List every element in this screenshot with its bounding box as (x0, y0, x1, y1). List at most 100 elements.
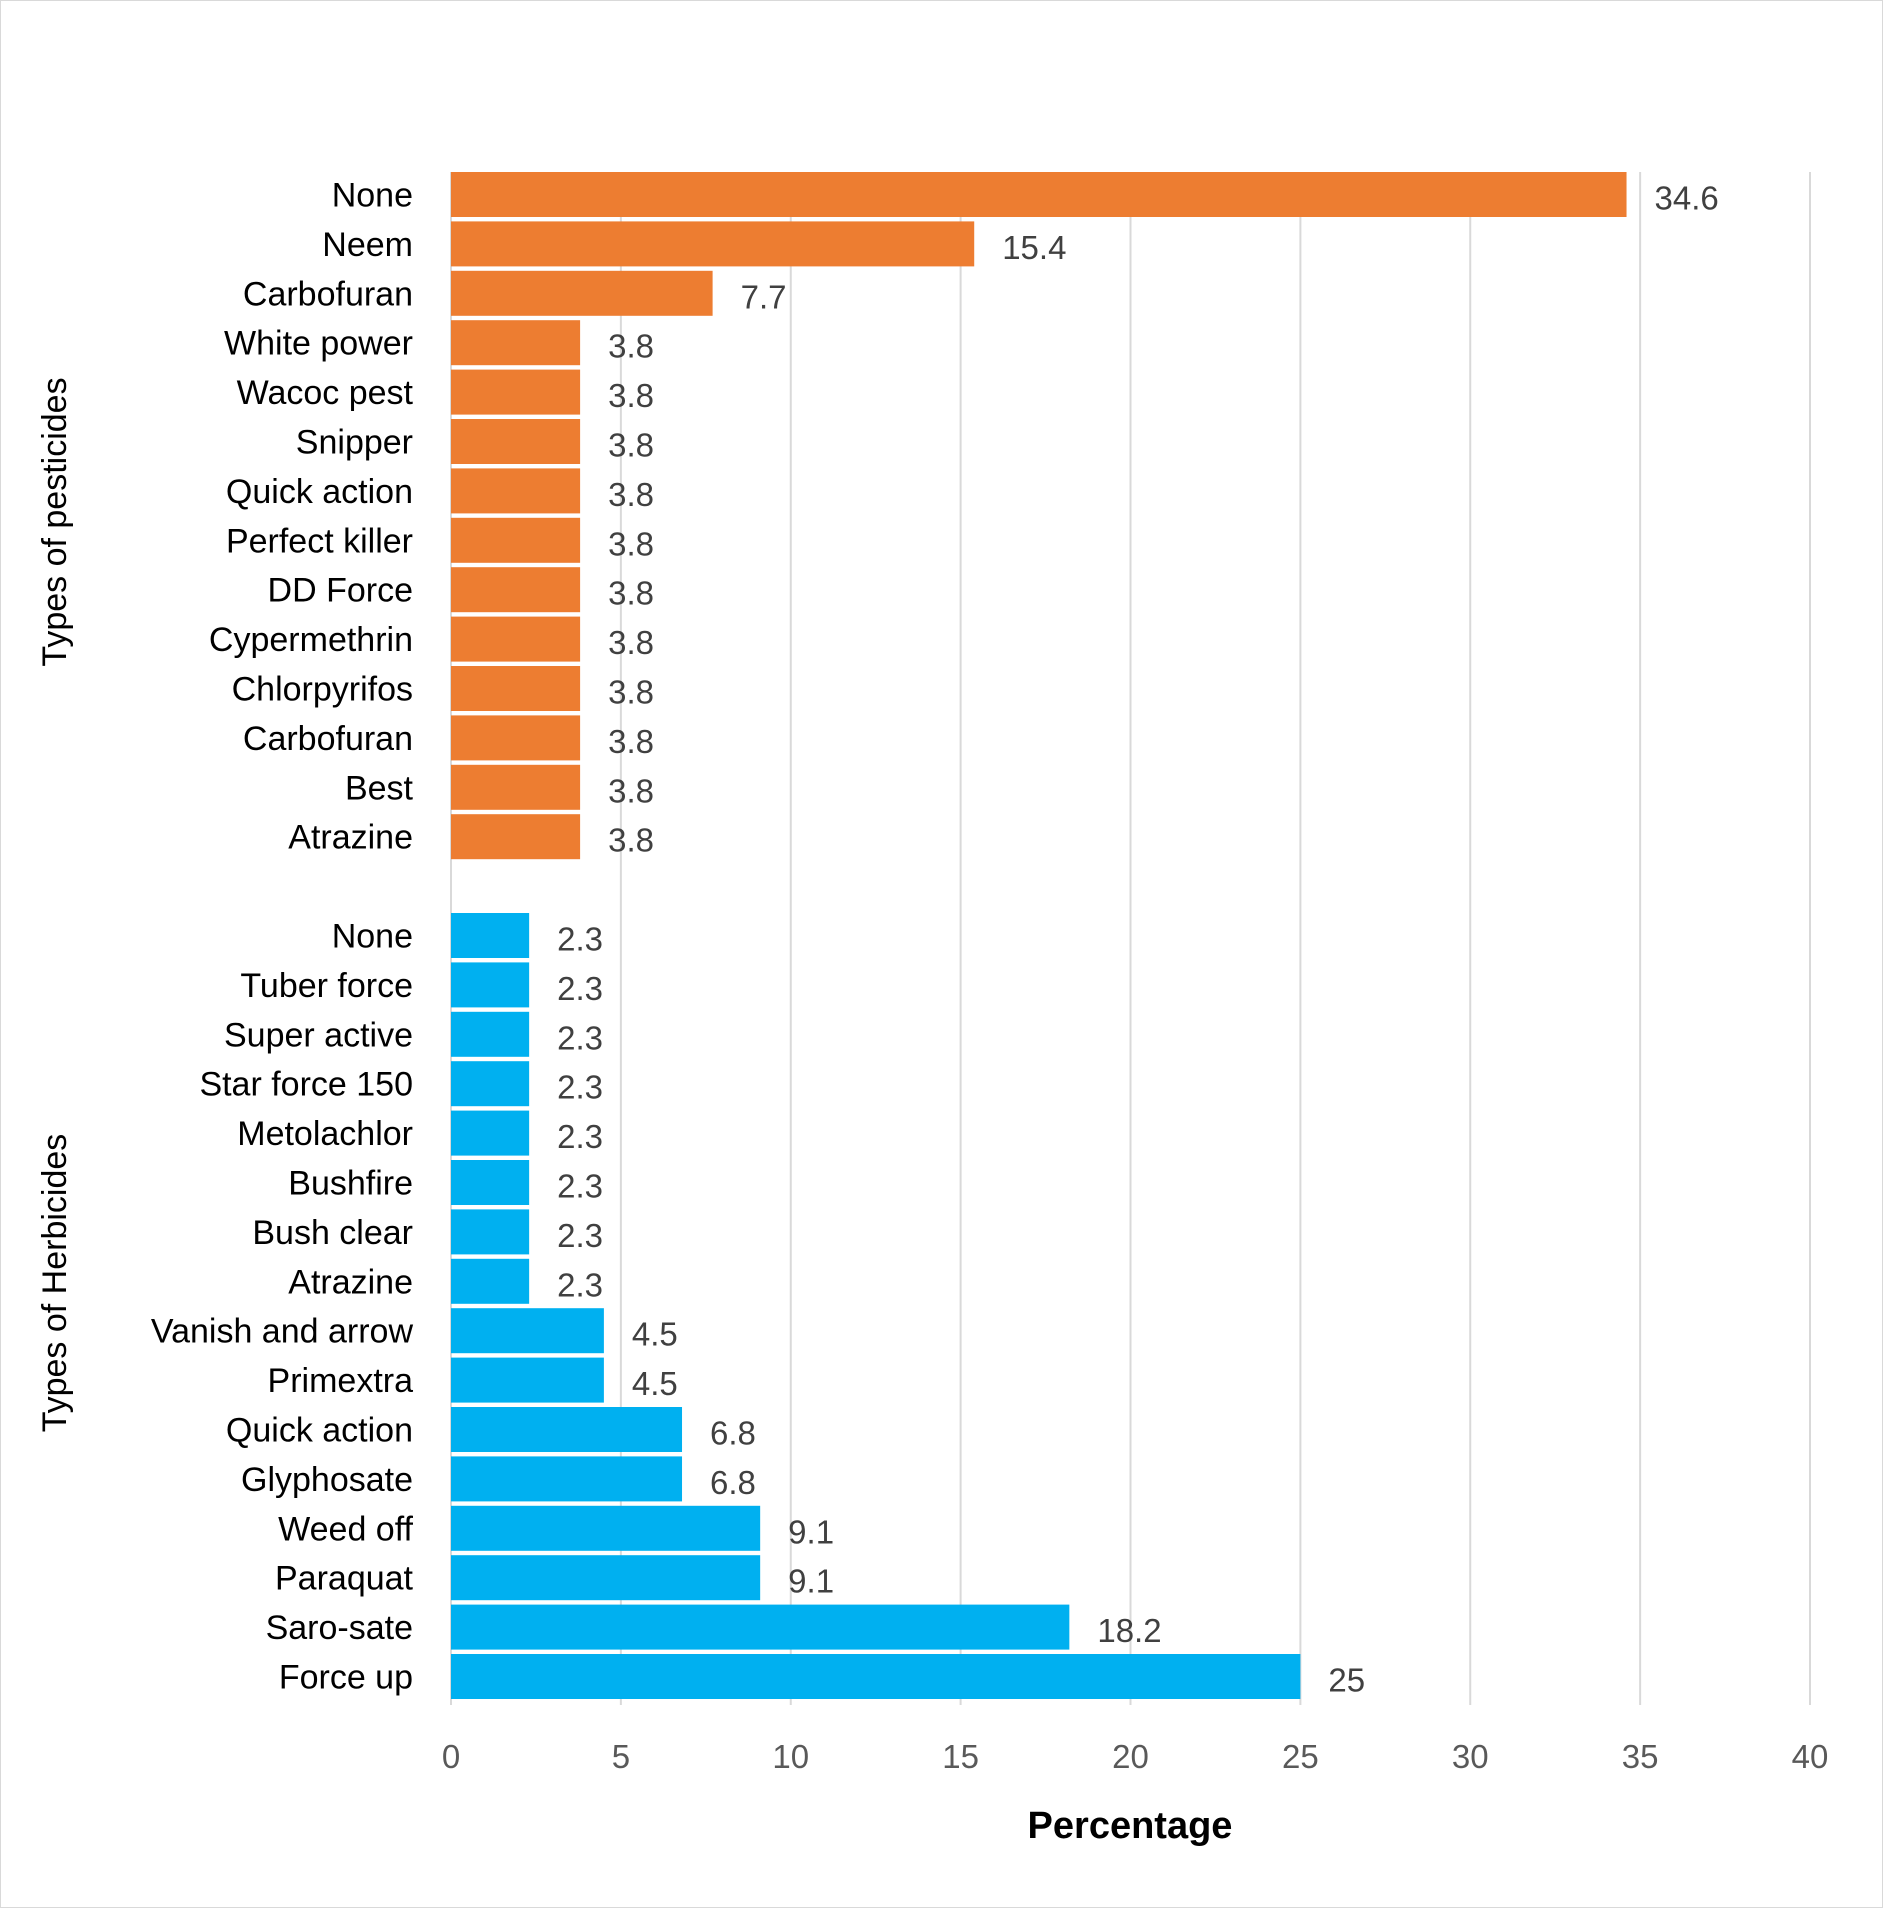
category-label: Quick action (226, 473, 413, 511)
bar (451, 962, 530, 1008)
category-label: Bush clear (252, 1214, 413, 1252)
category-label: Best (345, 769, 414, 807)
x-tick-label: 20 (1112, 1738, 1149, 1775)
bar (451, 1555, 761, 1601)
bar (451, 419, 581, 464)
data-label: 3.8 (608, 328, 654, 365)
category-label: Carbofuran (243, 275, 413, 313)
category-label: Chlorpyrifos (232, 671, 413, 709)
bar (451, 517, 581, 563)
bars (451, 172, 1627, 1699)
data-label: 15.4 (1002, 229, 1066, 266)
bar (451, 1654, 1301, 1699)
data-label: 3.8 (608, 822, 654, 859)
bar (451, 1160, 530, 1205)
bar (451, 172, 1627, 217)
category-label: None (332, 918, 413, 956)
bar (451, 468, 581, 514)
x-tick-label: 5 (612, 1738, 630, 1775)
data-label: 2.3 (557, 921, 603, 958)
category-label: Star force 150 (199, 1066, 413, 1104)
bar (451, 1357, 604, 1403)
data-label: 4.5 (632, 1316, 678, 1353)
data-label: 2.3 (557, 970, 603, 1007)
bar (451, 1407, 683, 1452)
data-label: 3.8 (608, 525, 654, 562)
bar (451, 764, 581, 810)
data-label: 25 (1328, 1662, 1365, 1699)
data-label: 3.8 (608, 377, 654, 414)
category-label: Wacoc pest (237, 374, 414, 412)
group-title-pesticides: Types of pesticides (36, 377, 74, 666)
x-tick-label: 30 (1452, 1738, 1489, 1775)
x-axis-title: Percentage (1028, 1805, 1233, 1847)
category-label: None (332, 177, 413, 215)
x-tick-label: 25 (1282, 1738, 1319, 1775)
bar (451, 1505, 761, 1551)
bar (451, 1604, 1070, 1650)
data-label: 9.1 (788, 1563, 834, 1600)
data-label: 18.2 (1097, 1612, 1161, 1649)
bar (451, 616, 581, 662)
x-tick-label: 35 (1622, 1738, 1659, 1775)
category-label: Primextra (268, 1362, 414, 1400)
category-label: Carbofuran (243, 720, 413, 758)
bar (451, 1110, 530, 1156)
data-label: 3.8 (608, 772, 654, 809)
data-label: 3.8 (608, 476, 654, 513)
data-label: 2.3 (557, 1266, 603, 1303)
category-label: Metolachlor (237, 1115, 413, 1153)
data-label: 6.8 (710, 1415, 756, 1452)
data-label: 7.7 (741, 278, 787, 315)
bar (451, 1308, 604, 1354)
bar (451, 666, 581, 711)
category-label: Paraquat (275, 1560, 414, 1598)
bar (451, 221, 975, 267)
bar (451, 1209, 530, 1255)
labels: 0 5 10 15 20 25 30 35 40 None 34.6 Neem 15.4 Carbofur… (151, 177, 1828, 1776)
group-title-herbicides: Types of Herbicides (36, 1134, 74, 1433)
data-label: 6.8 (710, 1464, 756, 1501)
data-label: 2.3 (557, 1168, 603, 1205)
data-label: 9.1 (788, 1513, 834, 1550)
x-tick-label: 40 (1792, 1738, 1829, 1775)
category-label: Glyphosate (241, 1461, 413, 1499)
bar (451, 913, 530, 958)
data-label: 2.3 (557, 1118, 603, 1155)
bar (451, 715, 581, 761)
category-label: Cypermethrin (209, 621, 413, 659)
data-label: 34.6 (1655, 180, 1719, 217)
data-label: 2.3 (557, 1019, 603, 1056)
bar (451, 1258, 530, 1304)
category-label: Bushfire (288, 1165, 413, 1203)
x-tick-label: 15 (942, 1738, 979, 1775)
x-tick-label: 10 (772, 1738, 809, 1775)
x-tick-label: 0 (442, 1738, 460, 1775)
data-label: 2.3 (557, 1069, 603, 1106)
category-label: Atrazine (288, 1263, 413, 1301)
bar (451, 1456, 683, 1502)
bar (451, 567, 581, 613)
category-label: Neem (322, 226, 413, 264)
category-label: Perfect killer (226, 522, 413, 560)
category-label: Saro-sate (266, 1609, 413, 1647)
category-label: Force up (279, 1659, 413, 1697)
category-label: Weed off (278, 1510, 413, 1548)
data-label: 2.3 (557, 1217, 603, 1254)
bar (451, 1061, 530, 1107)
category-label: Atrazine (288, 819, 413, 857)
bar (451, 814, 581, 860)
bar (451, 369, 581, 415)
category-label: DD Force (268, 572, 413, 610)
category-label: Snipper (296, 424, 413, 462)
data-label: 3.8 (608, 674, 654, 711)
bar (451, 270, 713, 316)
data-label: 3.8 (608, 723, 654, 760)
category-label: Vanish and arrow (151, 1313, 414, 1351)
bar (451, 1011, 530, 1057)
data-label: 4.5 (632, 1365, 678, 1402)
category-label: Super active (224, 1016, 413, 1054)
data-label: 3.8 (608, 624, 654, 661)
